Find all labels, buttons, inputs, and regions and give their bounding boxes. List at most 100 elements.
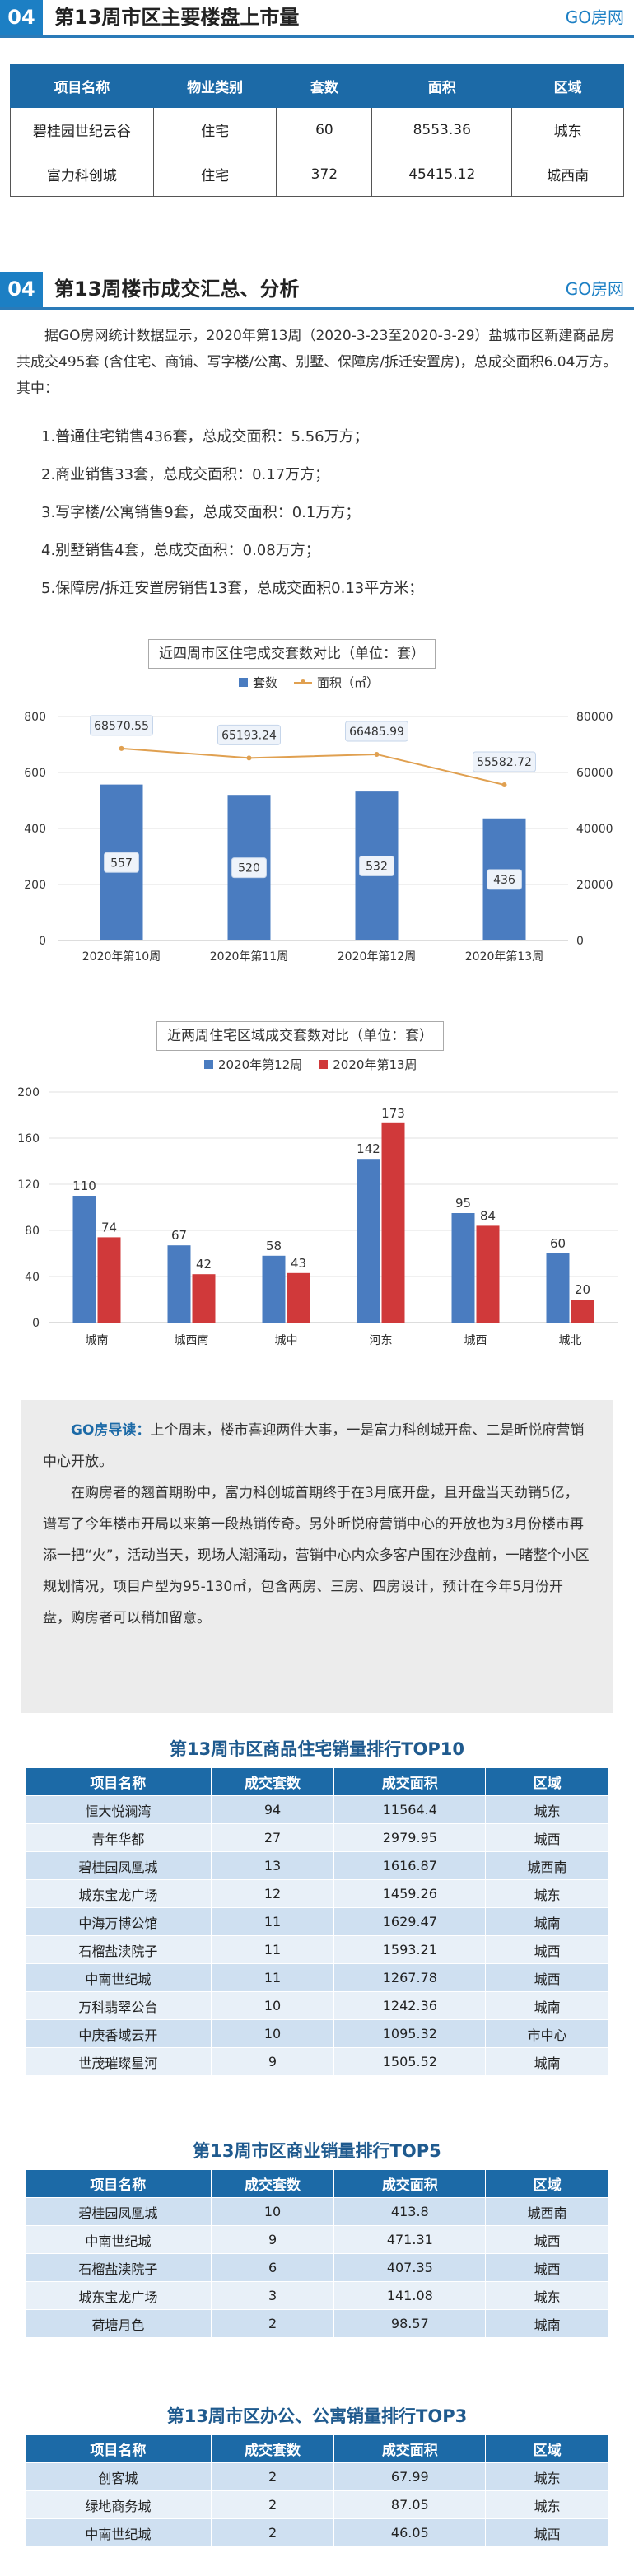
bar-data-label: 43 [291, 1256, 306, 1271]
cell-units: 12 [210, 1879, 335, 1908]
cell-project: 碧桂园凤凰城 [25, 2197, 212, 2226]
cell-area: 413.8 [333, 2197, 487, 2226]
y2-tick-label: 0 [576, 935, 584, 948]
bar-data-label: 84 [480, 1208, 496, 1223]
rank-row: 绿地商务城 2 87.05 城东 [25, 2490, 609, 2519]
x-tick-label: 2020年第12周 [338, 950, 416, 964]
cell-region: 城东 [485, 2462, 609, 2491]
cell-units: 11 [210, 1907, 335, 1936]
cell-region: 城西 [485, 2225, 609, 2254]
bar-data-label: 520 [238, 862, 260, 875]
x-tick-label: 河东 [370, 1334, 393, 1347]
y-tick-label: 120 [17, 1178, 40, 1192]
cell-units: 10 [210, 2197, 335, 2226]
brand-logo: GO房网 [565, 7, 624, 27]
area-line [121, 747, 505, 786]
x-tick-label: 城中 [275, 1334, 298, 1347]
bar-label-box [487, 869, 522, 890]
section-title: 第13周楼市成交汇总、分析 [54, 278, 300, 301]
cell-units: 2 [210, 2518, 335, 2547]
cell-project: 青年华都 [25, 1823, 212, 1852]
line-point [374, 751, 380, 757]
cell-units: 60 [276, 107, 373, 152]
cell-region: 城西 [485, 2253, 609, 2282]
bar [451, 1213, 475, 1323]
section-title: 第13周市区主要楼盘上市量 [54, 6, 300, 29]
bar-label-box [359, 856, 394, 877]
summary-item: 3.写字楼/公寓销售9套，总成交面积：0.1万方； [41, 504, 361, 521]
rank-row: 中南世纪城 11 1267.78 城西 [25, 1963, 609, 1992]
cell-region: 城西 [485, 1823, 609, 1852]
legend-label: 套数 [253, 675, 278, 690]
y-tick-label: 400 [24, 823, 46, 836]
cell-project: 万科翡翠公台 [25, 1991, 212, 2020]
cell-area: 1629.47 [333, 1907, 487, 1936]
bar [546, 1253, 570, 1323]
cell-area: 1242.36 [333, 1991, 487, 2020]
legend-swatch [239, 678, 248, 687]
cell-area: 1593.21 [333, 1935, 487, 1964]
cell-project: 碧桂园世纪云谷 [10, 107, 154, 152]
rank-row: 恒大悦澜湾 94 11564.4 城东 [25, 1795, 609, 1824]
rank-col-header: 区域 [485, 2434, 609, 2463]
rank-col-header: 项目名称 [25, 1767, 212, 1796]
rank-row: 万科翡翠公台 10 1242.36 城南 [25, 1991, 609, 2020]
col-header: 套数 [276, 64, 373, 108]
y-tick-label: 800 [24, 711, 46, 724]
cell-region: 城东 [485, 2490, 609, 2519]
line-data-label: 68570.55 [94, 720, 149, 733]
bar [262, 1255, 286, 1323]
y2-tick-label: 20000 [576, 879, 613, 892]
rank-header-row: 项目名称 成交套数 成交面积 区域 [25, 2169, 609, 2198]
col-header: 项目名称 [10, 64, 154, 108]
cell-type: 住宅 [152, 107, 277, 152]
y-tick-label: 200 [17, 1086, 40, 1099]
cell-region: 城西 [485, 1935, 609, 1964]
bar [72, 1196, 96, 1323]
guide-lead: GO房导读： [71, 1422, 151, 1439]
x-tick-label: 城西南 [175, 1334, 209, 1347]
bar-data-label: 173 [381, 1106, 405, 1121]
rank-col-header: 成交套数 [210, 1767, 335, 1796]
cell-project: 石榴盐渎院子 [25, 2253, 212, 2282]
bar-data-label: 436 [493, 874, 515, 887]
cell-units: 10 [210, 2019, 335, 2048]
rank-row: 碧桂园凤凰城 13 1616.87 城西南 [25, 1851, 609, 1880]
rank-row: 世茂璀璨星河 9 1505.52 城南 [25, 2047, 609, 2076]
bar-data-label: 95 [455, 1196, 471, 1211]
rank-col-header: 项目名称 [25, 2434, 212, 2463]
rank-header-row: 项目名称 成交套数 成交面积 区域 [25, 1767, 609, 1796]
cell-region: 城西南 [485, 1851, 609, 1880]
cell-region: 市中心 [485, 2019, 609, 2048]
cell-area: 1267.78 [333, 1963, 487, 1992]
rank-col-header: 成交套数 [210, 2434, 335, 2463]
rank-row: 中南世纪城 9 471.31 城西 [25, 2225, 609, 2254]
table-row: 富力科创城 住宅 372 45415.12 城西南 [10, 152, 624, 197]
line-point [246, 755, 252, 761]
cell-type: 住宅 [152, 152, 277, 197]
cell-units: 2 [210, 2462, 335, 2491]
cell-project: 中南世纪城 [25, 2225, 212, 2254]
cell-project: 碧桂园凤凰城 [25, 1851, 212, 1880]
brand-logo: GO房网 [565, 279, 624, 299]
bar [357, 1159, 380, 1323]
cell-units: 6 [210, 2253, 335, 2282]
bar-data-label: 142 [357, 1141, 380, 1156]
cell-project: 富力科创城 [10, 152, 154, 197]
rank1-table: 项目名称 成交套数 成交面积 区域 恒大悦澜湾 94 11564.4 城东 青年华都 27 2979… [25, 1767, 609, 2076]
cell-region: 城南 [485, 1991, 609, 2020]
bar-data-label: 67 [171, 1228, 187, 1243]
summary-paragraph: 据GO房网统计数据显示，2020年第13周（2020-3-23至2020-3-2… [16, 328, 618, 397]
rank2-table: 项目名称 成交套数 成交面积 区域 碧桂园凤凰城 10 413.8 城西南 中南世纪城 9 471.… [25, 2169, 609, 2338]
table-header-row: 项目名称 物业类别 套数 面积 区域 [10, 64, 624, 108]
bar-label-box [104, 852, 139, 873]
rank-row: 石榴盐渎院子 6 407.35 城西 [25, 2253, 609, 2282]
legend-item-area: 面积（㎡） [294, 674, 379, 691]
cell-area: 471.31 [333, 2225, 487, 2254]
x-tick-label: 2020年第13周 [465, 950, 543, 964]
legend-item-units: 套数 [239, 674, 277, 691]
y-tick-label: 40 [25, 1271, 40, 1284]
summary-item: 1.普通住宅销售436套，总成交面积：5.56万方； [41, 428, 369, 446]
rank-row: 中海万博公馆 11 1629.47 城南 [25, 1907, 609, 1936]
x-tick-label: 城北 [559, 1334, 582, 1347]
